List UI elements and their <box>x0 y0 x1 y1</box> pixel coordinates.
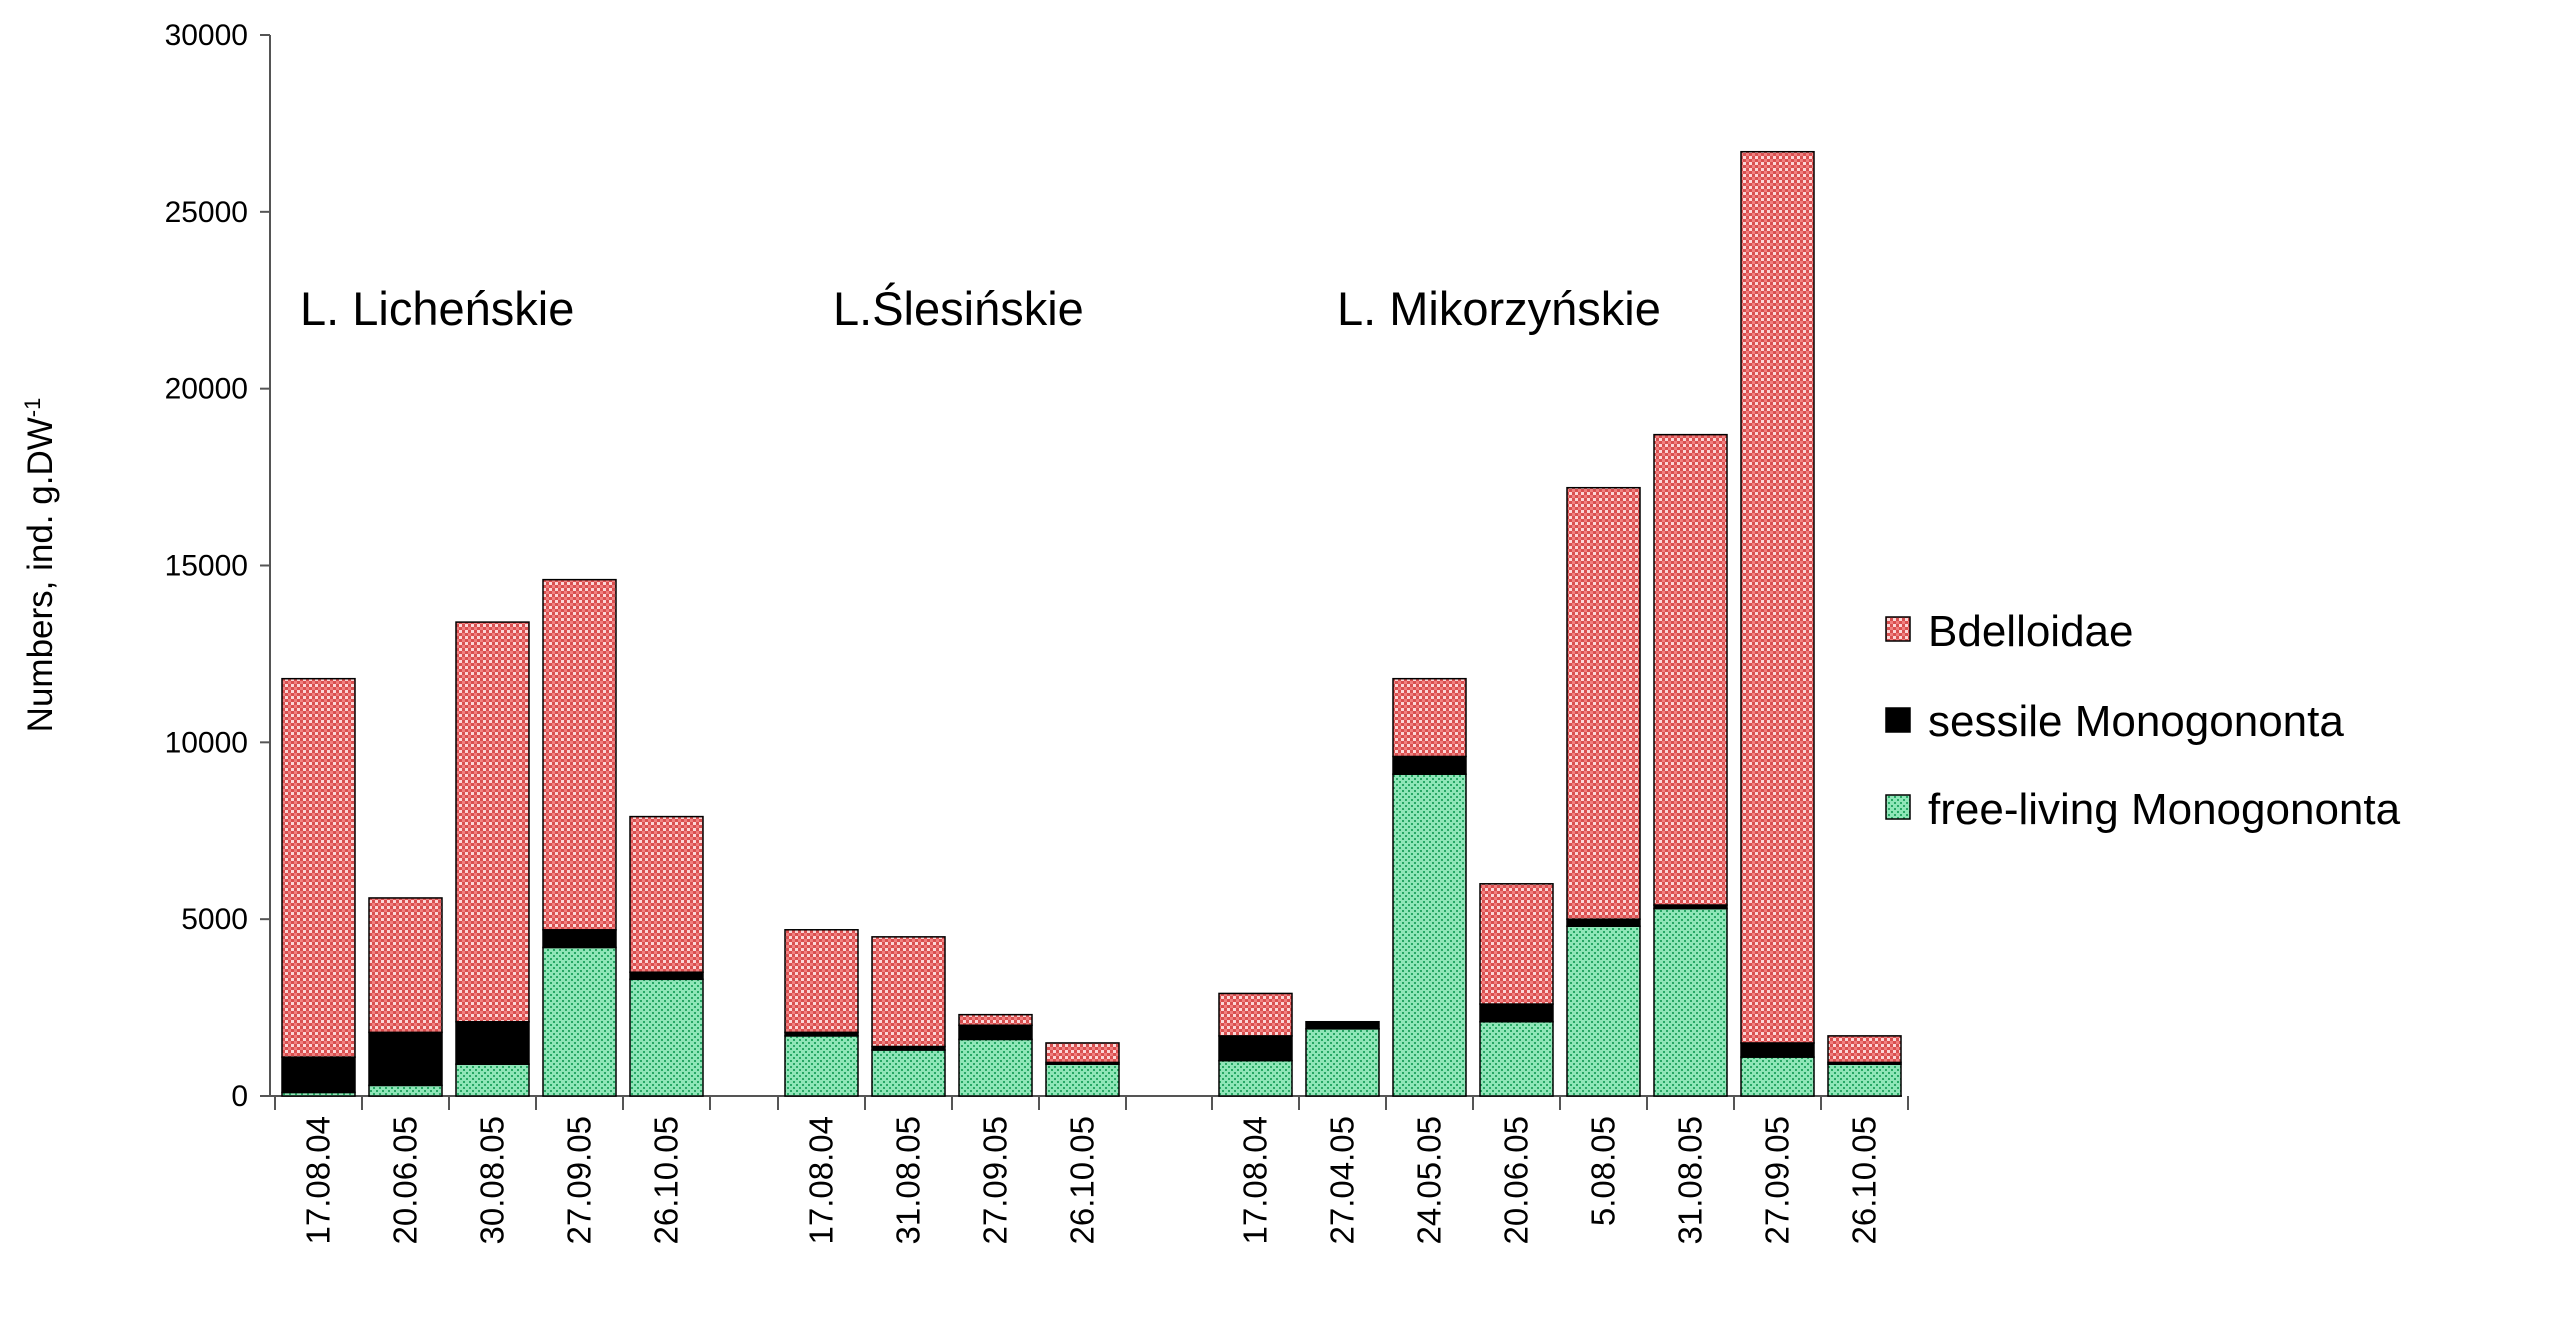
bar-segment <box>1392 755 1467 775</box>
bar-segment <box>281 677 356 1058</box>
bar-segment <box>1218 1059 1293 1097</box>
bar-segment <box>1305 1028 1380 1097</box>
y-tick-label: 15000 <box>165 550 248 583</box>
x-tick-label: 27.09.05 <box>977 1116 1014 1244</box>
bar-segment <box>1653 433 1728 906</box>
legend-swatch-free-living <box>1885 794 1911 820</box>
bar-segment <box>1653 907 1728 1097</box>
bar-segment <box>1305 1020 1380 1030</box>
lake-label: L.Ślesińskie <box>833 282 1084 335</box>
x-tick-label: 20.06.05 <box>1498 1116 1535 1244</box>
bar-segment <box>629 971 704 981</box>
bar-segment <box>958 1038 1033 1097</box>
x-tick-label: 17.08.04 <box>300 1116 337 1244</box>
x-tick-label: 20.06.05 <box>387 1116 424 1244</box>
x-tick-label: 30.08.05 <box>474 1116 511 1244</box>
x-tick-label: 27.09.05 <box>561 1116 598 1244</box>
bar-segment <box>1045 1042 1120 1064</box>
lake-labels: L. Licheńskie L.Ślesińskie L. Mikorzyńsk… <box>300 282 1661 335</box>
x-tick-label: 27.09.05 <box>1759 1116 1796 1244</box>
y-tick-label: 25000 <box>165 196 248 229</box>
y-ticks: 0 5000 10000 15000 20000 25000 30000 <box>165 19 270 1113</box>
lake-label: L. Mikorzyńskie <box>1337 282 1661 335</box>
bar-segment <box>1740 150 1815 1044</box>
x-tick-label: 24.05.05 <box>1411 1116 1448 1244</box>
y-tick-label: 10000 <box>165 726 248 759</box>
bar-segment <box>1045 1063 1120 1097</box>
bar-segment <box>281 1056 356 1094</box>
bar-segment <box>871 936 946 1048</box>
bar-segment <box>455 1063 530 1097</box>
bar-segment <box>1740 1042 1815 1058</box>
bar-segment <box>1392 677 1467 758</box>
legend-label: sessile Monogononta <box>1928 697 2344 746</box>
bar-segment <box>629 815 704 973</box>
x-tick-label: 31.08.05 <box>1672 1116 1709 1244</box>
legend: Bdelloidae sessile Monogononta free-livi… <box>1885 607 2401 834</box>
bar-segment <box>1479 1003 1554 1023</box>
x-tick-label: 26.10.05 <box>648 1116 685 1244</box>
x-tick-label: 27.04.05 <box>1324 1116 1361 1244</box>
bar-segment <box>542 929 617 949</box>
bar-segment <box>871 1049 946 1097</box>
legend-label: Bdelloidae <box>1928 607 2134 656</box>
bar-segment <box>542 946 617 1097</box>
bar-segment <box>1479 883 1554 1005</box>
bar-segment <box>784 929 859 1034</box>
bar-segment <box>784 1035 859 1097</box>
bar-segment <box>1479 1020 1554 1097</box>
bar-segment <box>368 1084 443 1097</box>
bar-segment <box>1392 773 1467 1097</box>
x-tick-label: 26.10.05 <box>1064 1116 1101 1244</box>
x-tick-label: 17.08.04 <box>803 1116 840 1244</box>
y-tick-label: 5000 <box>181 903 248 936</box>
bars <box>281 150 1902 1097</box>
legend-swatch-sessile <box>1885 707 1911 733</box>
y-axis-title: Numbers, ind. g.DW-1 <box>20 398 60 733</box>
x-tick-label: 5.08.05 <box>1585 1116 1622 1226</box>
bar-segment <box>455 621 530 1023</box>
x-tick-label: 17.08.04 <box>1237 1116 1274 1244</box>
bar-segment <box>1740 1056 1815 1097</box>
y-tick-label: 20000 <box>165 373 248 406</box>
bar-segment <box>1218 1035 1293 1062</box>
bar-segment <box>629 978 704 1097</box>
bar-segment <box>542 578 617 931</box>
x-tick-label: 31.08.05 <box>890 1116 927 1244</box>
bar-segment <box>368 897 443 1034</box>
bar-segment <box>1566 925 1641 1097</box>
y-axis-label: Numbers, ind. g.DW-1 <box>20 398 60 733</box>
bar-segment <box>368 1031 443 1087</box>
x-tick-label: 26.10.05 <box>1846 1116 1883 1244</box>
bar-segment <box>1218 992 1293 1037</box>
legend-swatch-bdelloidae <box>1885 616 1911 642</box>
bar-segment <box>958 1013 1033 1027</box>
bar-segment <box>1566 486 1641 920</box>
y-tick-label: 0 <box>231 1080 248 1113</box>
bar-segment <box>1827 1035 1902 1064</box>
legend-label: free-living Monogononta <box>1928 785 2401 834</box>
y-tick-label: 30000 <box>165 19 248 52</box>
bar-segment <box>958 1024 1033 1041</box>
bar-segment <box>1566 918 1641 927</box>
bar-segment <box>455 1020 530 1065</box>
lake-label: L. Licheńskie <box>300 282 574 335</box>
bar-segment <box>1827 1063 1902 1097</box>
x-labels: 17.08.04 20.06.05 30.08.05 27.09.05 26.10.05… <box>274 1096 1909 1244</box>
